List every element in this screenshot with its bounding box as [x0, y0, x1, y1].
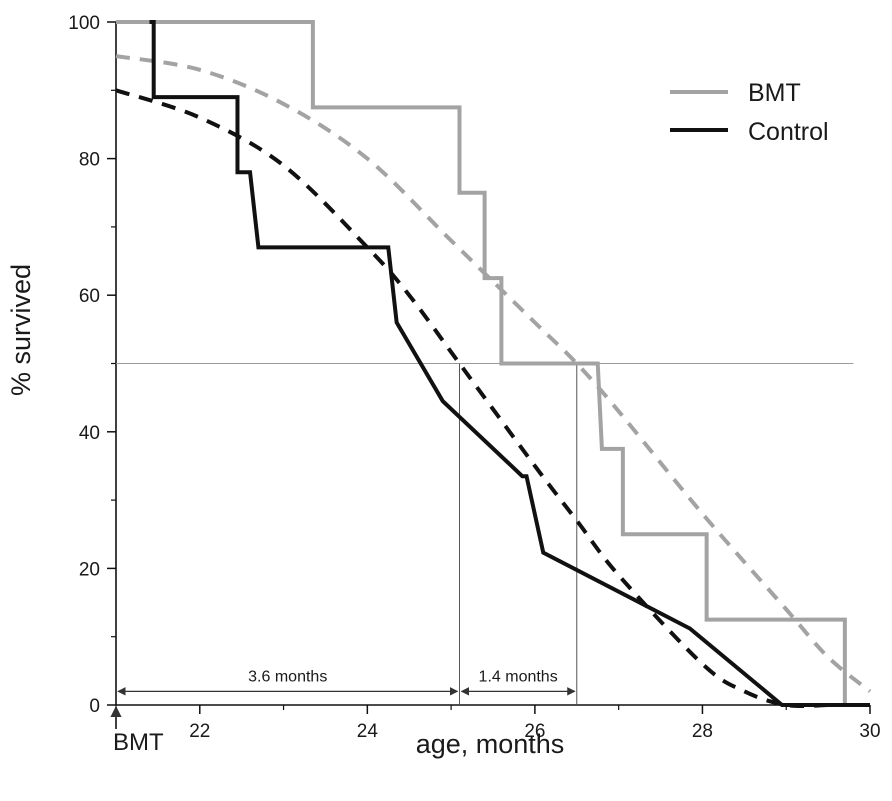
- x-tick-label: 24: [357, 721, 379, 742]
- bmt-marker-label: BMT: [113, 729, 164, 756]
- series-bmt-step: [116, 20, 847, 705]
- legend-label-bmt: BMT: [748, 79, 801, 107]
- y-axis-title: % survived: [6, 264, 36, 396]
- y-tick-label: 60: [79, 286, 100, 307]
- x-tick-label: 22: [189, 721, 210, 742]
- interval-label: 3.6 months: [248, 668, 327, 685]
- series-control-fit: [115, 88, 829, 709]
- y-tick-label: 100: [68, 13, 100, 34]
- series-layer: [115, 20, 872, 709]
- legend-label-control: Control: [748, 118, 829, 146]
- series-bmt-fit: [115, 54, 872, 693]
- reference-lines-layer: [116, 363, 854, 705]
- series-control-step: [149, 20, 870, 707]
- x-tick-label: 26: [524, 721, 545, 742]
- y-tick-label: 20: [79, 559, 100, 580]
- y-tick-label: 40: [79, 423, 100, 444]
- x-axis-title: age, months: [416, 729, 565, 759]
- interval-label: 1.4 months: [479, 668, 558, 685]
- legend: BMT Control: [670, 79, 829, 146]
- y-tick-label: 80: [79, 150, 100, 171]
- y-tick-label: 0: [89, 696, 100, 717]
- x-tick-label: 28: [692, 721, 713, 742]
- x-tick-label: 30: [859, 721, 880, 742]
- ticks-layer: 0 20 40 60 80 100 22 24 26 28 30: [68, 13, 880, 742]
- annotations-layer: 3.6 months 1.4 months BMT: [110, 668, 576, 756]
